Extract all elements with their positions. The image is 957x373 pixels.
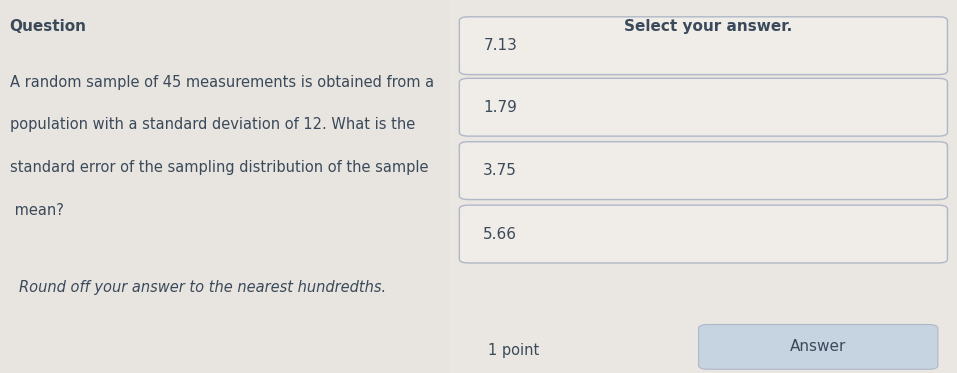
Text: standard error of the sampling distribution of the sample: standard error of the sampling distribut… <box>10 160 428 175</box>
FancyBboxPatch shape <box>459 205 947 263</box>
Text: Answer: Answer <box>790 339 846 354</box>
FancyBboxPatch shape <box>450 0 957 373</box>
Text: Question: Question <box>10 19 86 34</box>
FancyBboxPatch shape <box>459 142 947 200</box>
Text: 5.66: 5.66 <box>483 226 518 242</box>
Text: A random sample of 45 measurements is obtained from a: A random sample of 45 measurements is ob… <box>10 75 434 90</box>
Text: population with a standard deviation of 12. What is the: population with a standard deviation of … <box>10 117 414 132</box>
Text: 1 point: 1 point <box>488 343 540 358</box>
Text: mean?: mean? <box>10 203 63 218</box>
FancyBboxPatch shape <box>459 78 947 136</box>
Text: Select your answer.: Select your answer. <box>624 19 792 34</box>
FancyBboxPatch shape <box>459 17 947 75</box>
Text: 3.75: 3.75 <box>483 163 517 178</box>
FancyBboxPatch shape <box>699 325 938 369</box>
Text: 7.13: 7.13 <box>483 38 517 53</box>
Text: Round off your answer to the nearest hundredths.: Round off your answer to the nearest hun… <box>19 280 387 295</box>
Text: 1.79: 1.79 <box>483 100 517 115</box>
